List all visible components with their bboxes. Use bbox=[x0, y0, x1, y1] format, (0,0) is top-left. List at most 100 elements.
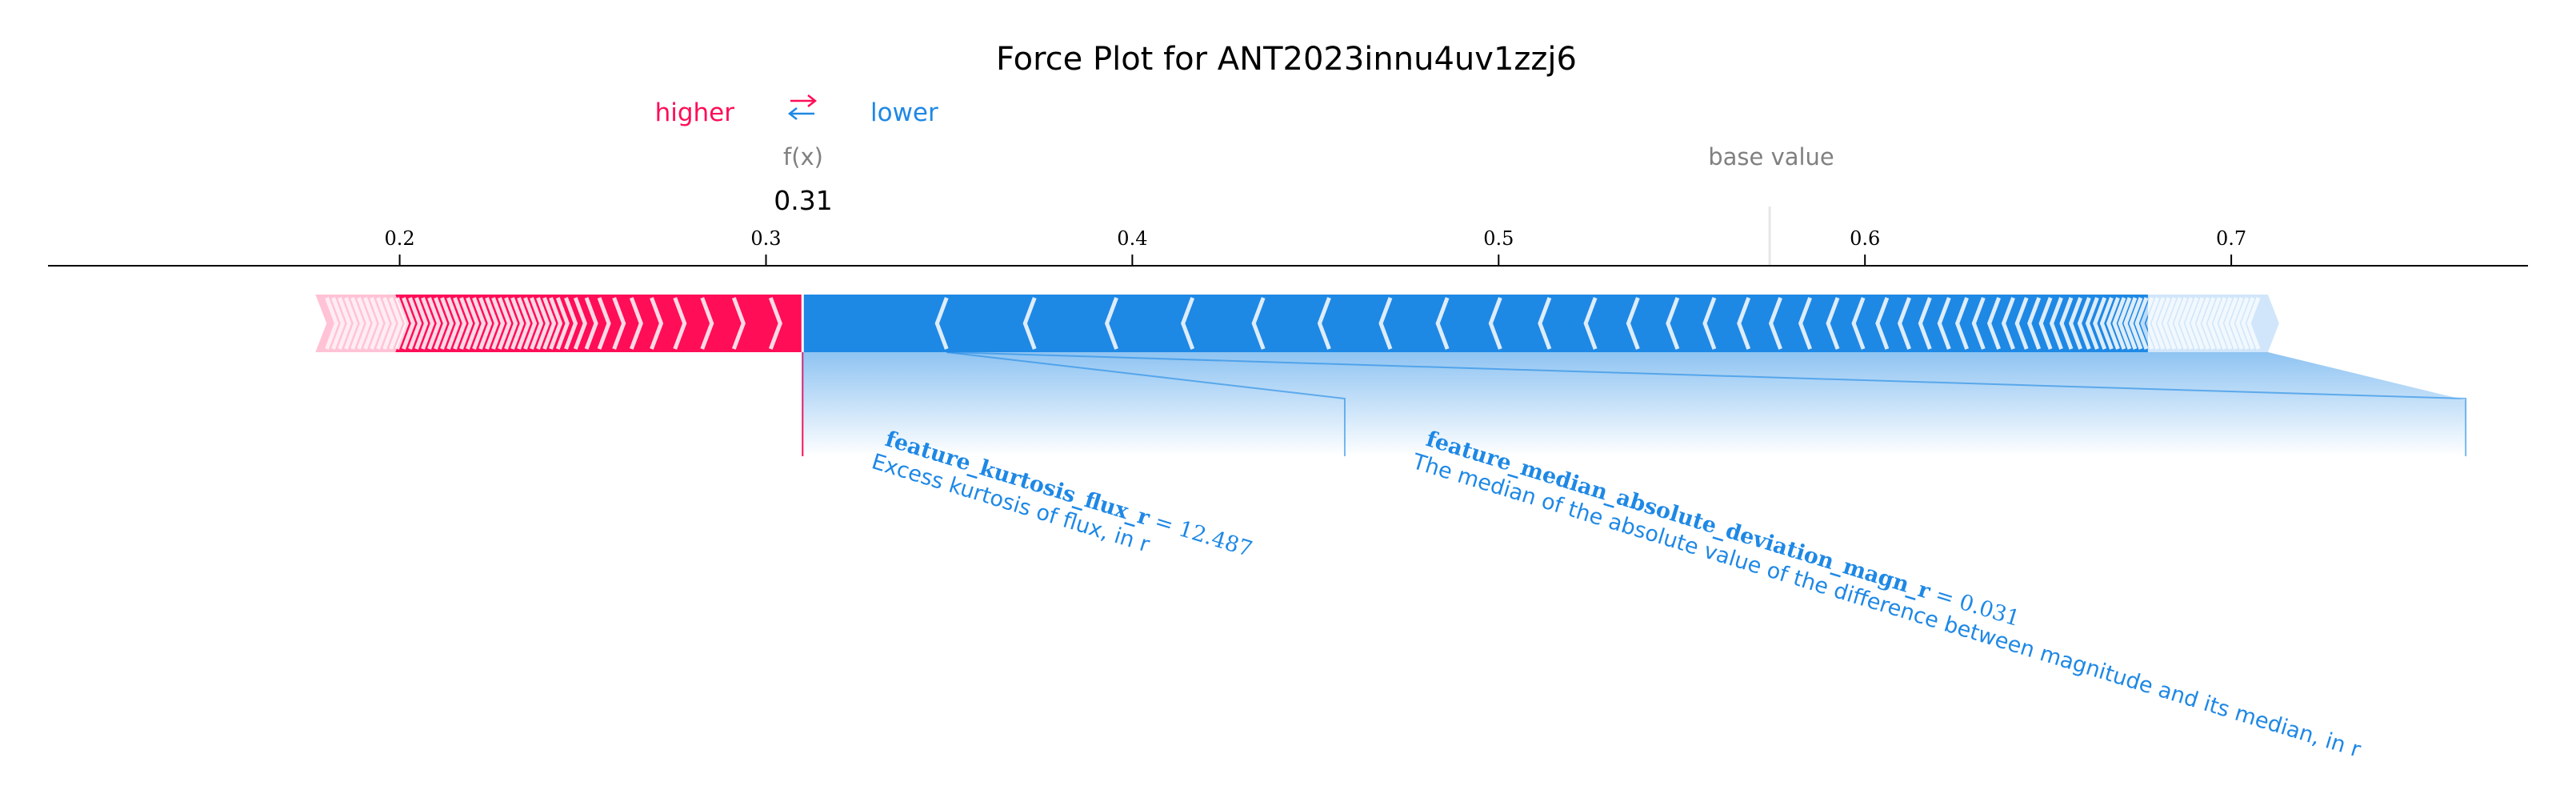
negative-chevron bbox=[2157, 297, 2171, 350]
fx-label: f(x) bbox=[783, 143, 823, 170]
positive-chevron bbox=[408, 297, 422, 350]
positive-chevron bbox=[517, 297, 531, 350]
negative-chevron bbox=[2185, 297, 2199, 350]
feature-value: = 12.487 bbox=[1146, 507, 1255, 563]
positive-chevron bbox=[549, 297, 563, 350]
feature-description: The median of the absolute value of the … bbox=[1409, 449, 2364, 763]
positive-chevron bbox=[536, 297, 550, 350]
positive-chevron bbox=[427, 297, 442, 350]
feature-connector bbox=[946, 351, 1346, 456]
positive-chevron bbox=[370, 297, 384, 350]
negative-chevron bbox=[2162, 297, 2177, 350]
positive-chevron bbox=[555, 297, 570, 350]
negative-chevron bbox=[2230, 297, 2244, 350]
legend-lower-label: lower bbox=[870, 98, 938, 127]
positive-chevron bbox=[357, 297, 371, 350]
negative-chevron bbox=[2123, 297, 2138, 350]
negative-chevron bbox=[1954, 297, 1969, 350]
x-tick-label: 0.6 bbox=[1850, 227, 1880, 250]
negative-chevron bbox=[2196, 297, 2210, 350]
positive-chevron bbox=[402, 297, 416, 350]
negative-chevron bbox=[1435, 297, 1450, 350]
positive-chevron bbox=[459, 297, 474, 350]
negative-chevron bbox=[2085, 297, 2099, 350]
positive-chevron bbox=[363, 297, 378, 350]
negative-chevron bbox=[2140, 297, 2154, 350]
feature-connectors bbox=[802, 351, 2467, 456]
negative-chevron bbox=[1971, 297, 1986, 350]
negative-chevron bbox=[934, 297, 949, 350]
negative-chevron bbox=[2099, 297, 2114, 350]
negative-chevron bbox=[2112, 297, 2126, 350]
negative-chevron bbox=[1104, 297, 1118, 350]
positive-chevron bbox=[673, 297, 687, 350]
positive-chevron bbox=[472, 297, 486, 350]
negative-chevron bbox=[1875, 297, 1890, 350]
negative-chevron bbox=[2093, 297, 2107, 350]
feature-name-line: feature_median_absolute_deviation_magn_r… bbox=[1423, 427, 2022, 632]
positive-chevron bbox=[612, 297, 626, 350]
positive-chevron bbox=[573, 297, 587, 350]
negative-chevron bbox=[2151, 297, 2166, 350]
base-value-label: base value bbox=[1708, 143, 1834, 170]
positive-chevron bbox=[344, 297, 358, 350]
positive-chevron bbox=[376, 297, 390, 350]
positive-chevron bbox=[421, 297, 435, 350]
negative-chevron bbox=[1251, 297, 1266, 350]
positive-chevron bbox=[584, 297, 598, 350]
negative-chevron bbox=[1181, 297, 1195, 350]
x-tick-label: 0.7 bbox=[2216, 227, 2246, 250]
negative-chevron bbox=[2077, 297, 2091, 350]
positive-chevron bbox=[700, 297, 714, 350]
positive-chevron bbox=[331, 297, 346, 350]
negative-chevron bbox=[1897, 297, 1911, 350]
positive-chevron bbox=[395, 297, 410, 350]
x-tick-label: 0.5 bbox=[1483, 227, 1514, 250]
positive-chevron bbox=[350, 297, 365, 350]
negative-chevron bbox=[1378, 297, 1393, 350]
negative-chevron bbox=[2049, 297, 2063, 350]
negative-chevron bbox=[2190, 297, 2205, 350]
x-axis-ticks: 0.2 0.3 0.4 0.5 0.6 0.7 bbox=[385, 227, 2246, 266]
negative-chevron bbox=[1937, 297, 1951, 350]
negative-chevron bbox=[2174, 297, 2188, 350]
x-tick-label: 0.4 bbox=[1117, 227, 1147, 250]
negative-chevron bbox=[1768, 297, 1782, 350]
negative-chevron bbox=[2168, 297, 2182, 350]
positive-chevron bbox=[564, 297, 578, 350]
negative-chevron bbox=[2207, 297, 2222, 350]
negative-chevron bbox=[1986, 297, 2001, 350]
negative-chevron bbox=[2106, 297, 2120, 350]
positive-chevron bbox=[434, 297, 448, 350]
chart-title: Force Plot for ANT2023innu4uv1zzj6 bbox=[996, 41, 1577, 78]
negative-chevron bbox=[1317, 297, 1331, 350]
negative-chevron bbox=[2224, 297, 2238, 350]
positive-chevron bbox=[597, 297, 611, 350]
positive-chevron bbox=[478, 297, 493, 350]
negative-chevron bbox=[1538, 297, 1552, 350]
legend-arrows-icon bbox=[787, 94, 818, 120]
positive-chevron bbox=[530, 297, 544, 350]
negative-chevron bbox=[1826, 297, 1840, 350]
negative-chevron bbox=[2246, 297, 2261, 350]
negative-chevron bbox=[2134, 297, 2149, 350]
negative-chevron bbox=[1022, 297, 1037, 350]
negative-chevron bbox=[2001, 297, 2015, 350]
positive-chevron bbox=[768, 297, 782, 350]
positive-chevron bbox=[650, 297, 664, 350]
negative-chevron bbox=[1626, 297, 1640, 350]
positive-chevron bbox=[389, 297, 403, 350]
positive-chevron bbox=[325, 297, 339, 350]
negative-bar bbox=[802, 295, 2148, 352]
positive-chevron bbox=[440, 297, 454, 350]
negative-shade bbox=[802, 352, 2466, 456]
positive-chevron bbox=[382, 297, 397, 350]
negative-chevron bbox=[2218, 297, 2233, 350]
negative-chevron bbox=[1702, 297, 1717, 350]
positive-chevron bbox=[510, 297, 525, 350]
positive-chevron bbox=[523, 297, 538, 350]
negative-chevron bbox=[1851, 297, 1866, 350]
negative-chevron bbox=[2202, 297, 2216, 350]
